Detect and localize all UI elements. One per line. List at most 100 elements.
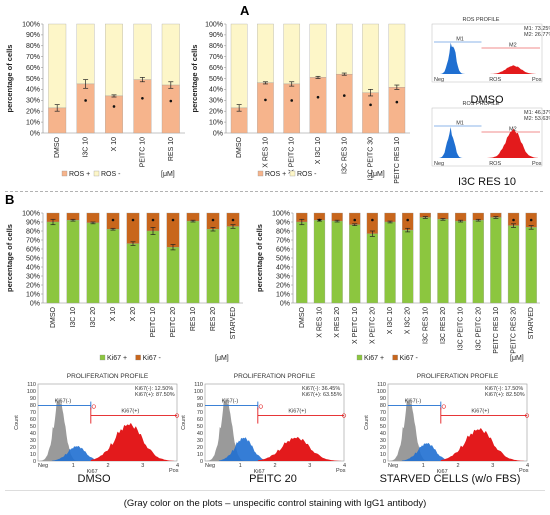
significance-marker [353, 218, 357, 222]
bar-segment-pos [309, 77, 327, 134]
histogram-positive [440, 428, 525, 461]
legend-swatch-neg [289, 170, 296, 177]
legend-label-pos: ROS + [69, 171, 90, 178]
flow-stat-pos: M2: 26.77% [524, 32, 550, 38]
y-tick-label: 60 [197, 417, 203, 423]
legend-swatch-neg [93, 170, 100, 177]
bar-segment-pos [76, 83, 95, 134]
x-tick-label: X I3C 10 [387, 307, 394, 334]
y-tick-label: 10% [26, 119, 40, 126]
bar-segment-neg [335, 23, 353, 75]
x-tick-label: 3 [491, 463, 494, 469]
bar-segment-neg [283, 23, 301, 85]
histogram-positive [90, 422, 175, 461]
y-tick-label: 20 [30, 445, 36, 451]
y-tick-label: 0% [213, 130, 223, 137]
bar-segment-pos [335, 73, 353, 134]
x-tick-label: I3C PEITC 30 [368, 137, 375, 180]
bar-segment-pos [206, 229, 220, 304]
significance-marker [395, 100, 399, 104]
x-tick-label: X PEITC 10 [289, 137, 296, 174]
significance-marker [151, 218, 155, 222]
y-tick-label: 10% [26, 291, 40, 298]
x-tick-label: Neg [434, 77, 444, 83]
x-axis-title: ROS [489, 77, 501, 83]
x-tick-label: I3C 10 [70, 307, 77, 328]
bar-segment-pos [106, 229, 120, 304]
significance-marker [406, 218, 409, 222]
x-tick-label: X 10 [110, 307, 117, 322]
y-tick-label: 40 [30, 431, 36, 437]
flow-title: PROLIFERATION PROFILE [417, 373, 499, 380]
significance-marker [316, 95, 320, 99]
x-tick-label: 1 [239, 463, 242, 469]
legend-label-pos: Ki67 + [107, 355, 127, 362]
y-tick-label: 100% [272, 210, 290, 217]
y-tick-label: 0 [200, 459, 203, 465]
bar-segment-pos [105, 95, 123, 134]
y-tick-label: 60 [380, 417, 386, 423]
histogram-positive [476, 65, 538, 74]
y-axis-title: percentage of cells [255, 224, 264, 292]
histogram-control [40, 397, 83, 461]
bar-segment-pos [166, 247, 180, 304]
flow-title: ROS PROFILE [463, 17, 500, 23]
figure-caption: (Gray color on the plots – unspecific co… [124, 498, 427, 509]
flow-stat-neg: M1: 46.37% [524, 110, 550, 116]
ros-chart-single: 0% 10% 20% 30% 40% 50% 60% 70% 80% 90% 100% percent… [5, 21, 185, 178]
significance-marker [369, 103, 372, 107]
bar-segment-pos [126, 243, 140, 304]
bar-segment-pos [507, 225, 520, 304]
x-tick-label: I3C RES 10 [341, 137, 348, 174]
legend-label-neg: Ki67 - [400, 355, 419, 362]
bar-segment-pos [388, 87, 406, 134]
flow-title: PROLIFERATION PROFILE [67, 373, 149, 380]
x-tick-label: Pos [169, 468, 179, 474]
y-tick-label: 60 [30, 417, 36, 423]
bar-segment-pos [525, 227, 537, 304]
bar-segment-neg [402, 212, 414, 231]
x-tick-label: I3C PEITC 20 [475, 307, 482, 350]
x-tick-label: Neg [205, 463, 215, 469]
y-tick-label: 60% [26, 246, 40, 253]
y-tick-label: 70% [26, 237, 40, 244]
x-tick-label: PEITC 20 [170, 307, 177, 337]
y-tick-label: 20 [380, 445, 386, 451]
x-tick-label: X I3C 20 [405, 307, 412, 334]
y-tick-label: 60% [209, 65, 223, 72]
bar-segment-pos [66, 220, 80, 304]
bar-segment-pos [226, 226, 240, 304]
bar-segment-pos [48, 107, 67, 134]
x-tick-label: 3 [308, 463, 311, 469]
proliferation-profile-starved: PROLIFERATION PROFILE 0102030405060708090… [364, 373, 530, 475]
x-tick-label: X I3C 10 [315, 137, 322, 164]
proliferation-profile-dmso: PROLIFERATION PROFILE 0102030405060708090… [14, 373, 180, 475]
significance-marker [342, 94, 346, 97]
gate-handle [91, 404, 96, 409]
y-tick-label: 0% [30, 130, 40, 137]
y-tick-label: 20% [26, 282, 40, 289]
y-tick-label: 10 [197, 452, 203, 458]
x-tick-label: DMSO [236, 136, 243, 158]
bar-segment-neg [388, 23, 406, 88]
bar-segment-pos [86, 222, 100, 304]
legend-label-pos: Ki67 + [364, 355, 384, 362]
y-tick-label: 30 [197, 438, 203, 444]
y-tick-label: 50 [30, 424, 36, 430]
panel-a-label: A [240, 3, 250, 18]
y-tick-label: 40% [26, 264, 40, 271]
legend-label-neg: Ki67 - [143, 355, 162, 362]
histogram-negative [436, 42, 485, 74]
gate-label-pos: Ki67(+) [288, 409, 306, 415]
y-axis-title: percentage of cells [190, 45, 199, 113]
gate-handle [341, 413, 347, 418]
gate-label-pos: Ki67(+) [471, 409, 489, 415]
flow-stat-pos: Ki67(+): 63.55% [302, 392, 342, 398]
y-tick-label: 50% [209, 76, 223, 83]
flow-stat-neg: Ki67(-): 36.45% [302, 386, 340, 392]
flow-stat-neg: Ki67(-): 12.50% [135, 386, 173, 392]
y-tick-label: 80 [30, 403, 36, 409]
x-tick-label: STARVED [528, 307, 535, 339]
bar-segment-neg [366, 212, 379, 234]
y-tick-label: 70% [209, 54, 223, 61]
